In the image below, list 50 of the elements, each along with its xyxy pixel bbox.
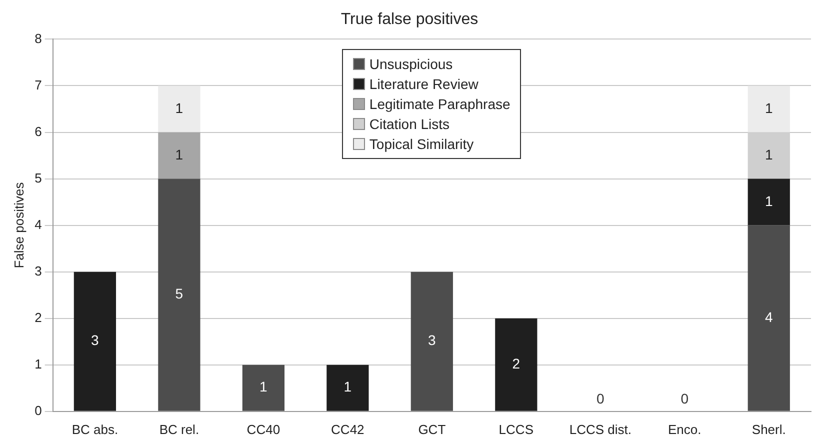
data-label: 2 <box>512 355 520 372</box>
bar <box>410 272 453 411</box>
data-label: 1 <box>344 378 352 395</box>
bar <box>748 225 790 411</box>
y-tick-label: 0 <box>34 402 42 418</box>
y-tick-label: 6 <box>34 124 42 139</box>
legend-label: Literature Review <box>369 76 478 92</box>
bar <box>495 318 538 411</box>
bar <box>158 132 200 179</box>
y-axis-title: False positives <box>11 182 26 268</box>
data-label: 0 <box>596 390 604 406</box>
x-tick-label: BC abs. <box>72 422 118 437</box>
data-label: 0 <box>680 390 689 406</box>
data-label: 1 <box>764 192 773 209</box>
x-tick-label: Enco. <box>668 422 702 437</box>
bar <box>326 364 369 411</box>
x-tick-label: LCCS <box>498 422 534 437</box>
data-label: 1 <box>175 100 184 116</box>
data-label: 5 <box>175 286 184 302</box>
y-tick-label: 3 <box>34 263 42 278</box>
bar <box>158 86 200 132</box>
legend-label: Legitimate Paraphrase <box>369 96 510 112</box>
legend-label: Citation Lists <box>369 116 450 132</box>
data-label: 3 <box>428 332 436 348</box>
y-tick-label: 8 <box>34 30 42 46</box>
legend-label: Unsuspicious <box>369 56 453 72</box>
y-tick-label: 5 <box>34 170 42 186</box>
y-tick-label: 1 <box>34 356 42 372</box>
data-label: 1 <box>764 146 773 162</box>
data-label: 1 <box>175 146 184 162</box>
y-tick-label: 2 <box>34 310 42 325</box>
x-tick-label: CC42 <box>331 422 364 437</box>
bar <box>74 272 116 411</box>
bar <box>242 364 284 411</box>
y-tick-label: 4 <box>34 216 42 232</box>
x-tick-label: LCCS dist. <box>569 422 632 437</box>
bar <box>748 178 790 226</box>
y-tick-label: 7 <box>34 77 42 92</box>
x-tick-label: CC40 <box>246 422 280 437</box>
data-label: 4 <box>764 308 773 325</box>
chart-title: True false positives <box>340 11 478 28</box>
x-tick-label: Sherl. <box>752 422 786 437</box>
x-tick-label: BC rel. <box>159 422 200 437</box>
bar <box>748 86 790 132</box>
data-label: 3 <box>91 332 100 348</box>
x-tick-label: GCT <box>418 422 446 437</box>
legend-label: Topical Similarity <box>369 136 474 152</box>
data-label: 1 <box>260 378 268 395</box>
data-label: 1 <box>764 100 773 116</box>
bar <box>158 178 200 411</box>
